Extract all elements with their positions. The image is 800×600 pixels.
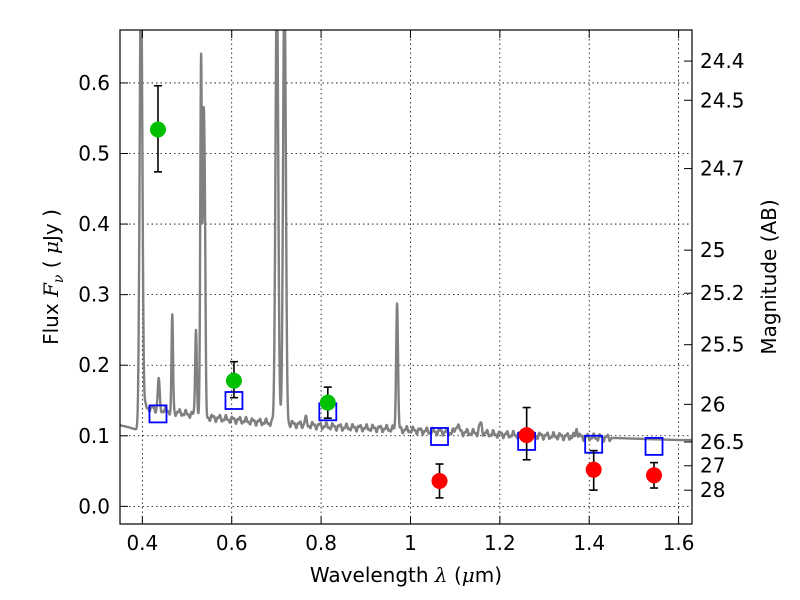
y-tick-label: 0.5 bbox=[78, 142, 110, 166]
right-tick-label: 25.2 bbox=[700, 281, 745, 305]
x-tick-label: 1.2 bbox=[484, 531, 516, 555]
x-tick-label: 0.4 bbox=[126, 531, 158, 555]
x-tick-label: 0.6 bbox=[216, 531, 248, 555]
x-tick-label: 1.6 bbox=[663, 531, 695, 555]
x-tick-label: 1.4 bbox=[573, 531, 605, 555]
x-tick-label: 1 bbox=[404, 531, 417, 555]
right-tick-label: 25 bbox=[700, 238, 725, 262]
model-photometry-square bbox=[644, 436, 664, 456]
spectrum-layer bbox=[120, 30, 692, 443]
spectrum-line bbox=[120, 30, 692, 443]
y-tick-label: 0.0 bbox=[78, 494, 110, 518]
observed-nir-point bbox=[646, 467, 663, 484]
y-tick-label: 0.4 bbox=[78, 212, 110, 236]
right-tick-label: 24.5 bbox=[700, 88, 745, 112]
observed-nir-point bbox=[431, 472, 448, 489]
x-axis-label: Wavelength λ (μm) bbox=[310, 563, 502, 587]
right-tick-label: 24.4 bbox=[700, 49, 745, 73]
y-tick-label: 0.6 bbox=[78, 71, 110, 95]
right-tick-label: 25.5 bbox=[700, 333, 745, 357]
y-tick-label: 0.3 bbox=[78, 283, 110, 307]
right-tick-label: 26 bbox=[700, 392, 725, 416]
observed-nir-point bbox=[585, 461, 602, 478]
y-axis-label: Flux Fν ( μJy ) bbox=[39, 209, 67, 345]
axis-ticks: 0.4 0.6 0.8 1 1.2 1.4 1.6 0.0 0.1 0.2 0.3 0.4 0.5 0.6… bbox=[78, 30, 745, 555]
observed-optical-point bbox=[225, 372, 242, 389]
plot-frame bbox=[119, 29, 693, 525]
plot-background bbox=[120, 30, 692, 524]
observed-optical-point bbox=[319, 394, 336, 411]
points-layer bbox=[148, 84, 664, 499]
right-tick-label: 27 bbox=[700, 454, 725, 478]
model-photometry-square bbox=[148, 404, 168, 424]
right-tick-label: 24.7 bbox=[700, 157, 745, 181]
right-axis-label: Magnitude (AB) bbox=[757, 199, 781, 354]
observed-optical-point bbox=[149, 121, 166, 138]
right-tick-label: 28 bbox=[700, 478, 725, 502]
right-tick-label: 26.5 bbox=[700, 430, 745, 454]
y-tick-label: 0.1 bbox=[78, 424, 110, 448]
y-tick-label: 0.2 bbox=[78, 353, 110, 377]
observed-nir-point bbox=[518, 427, 535, 444]
x-tick-label: 0.8 bbox=[305, 531, 337, 555]
model-photometry-square bbox=[430, 427, 449, 446]
